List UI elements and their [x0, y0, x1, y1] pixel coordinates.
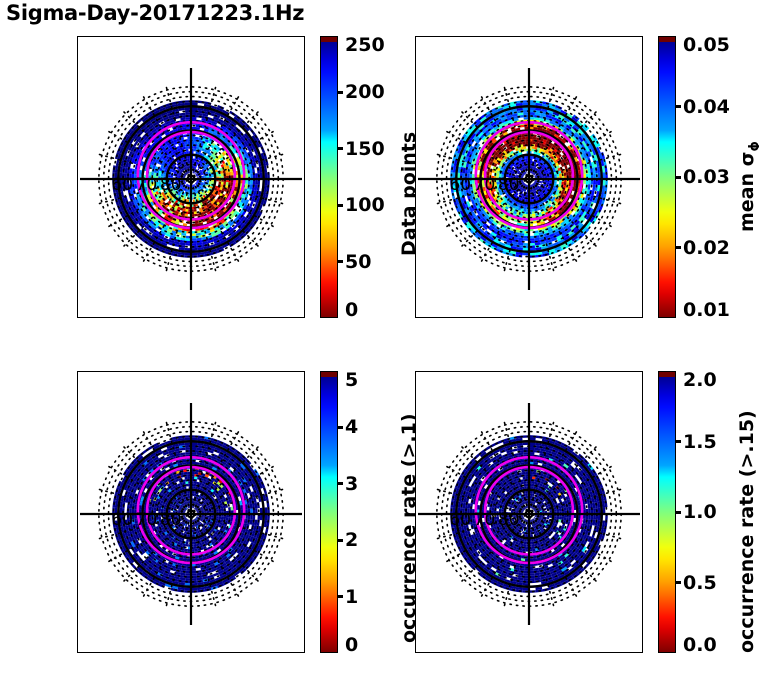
colorbar-data-points: 0 50 100 150 200 250 [320, 34, 385, 321]
colorbar-tick-label: 200 [345, 81, 385, 104]
latitude-tick-label-80: 80 [159, 175, 182, 195]
colorbar-tick [338, 482, 343, 486]
colorbar-occurrence-rate-p1: 0 1 2 3 4 5 [320, 369, 358, 656]
latitude-tick-label-70: 70 [135, 175, 158, 195]
noon-midnight-dawn-dusk-axes [418, 68, 640, 290]
colorbar-mean-sigma-phi: 0.01 0.02 0.03 0.04 0.05 [658, 34, 730, 321]
colorbar-title-mean-sigma-phi: mean σϕ [736, 141, 759, 232]
colorbar-tick-label: 1 [345, 585, 359, 608]
colorbar-tick [338, 90, 343, 94]
colorbar-tick-label: 0.04 [683, 95, 730, 118]
latitude-tick-label-60: 60 [449, 175, 472, 195]
page-title: Sigma-Day-20171223.1Hz [6, 1, 305, 25]
latitude-tick-label-70: 70 [135, 510, 158, 530]
colorbar-over-range-cap [321, 372, 337, 377]
colorbar-tick [676, 440, 681, 443]
colorbar-tick-label: 1.5 [683, 430, 717, 453]
colorbar-tick-label: 5 [345, 369, 359, 391]
panel-occurrence-rate-p15: 60 70 80 [415, 371, 643, 653]
panel-data-points: 60 70 80 [77, 36, 305, 318]
colorbar-tick-label: 0.01 [683, 299, 730, 321]
colorbar-tick [676, 175, 681, 179]
colorbar-gradient [320, 371, 338, 653]
panel-occurrence-rate-p1: 60 70 80 [77, 371, 305, 653]
colorbar-tick-label: 1.0 [683, 501, 717, 523]
colorbar-title-occurrence-rate-p15: occurrence rate (>.15) [736, 410, 758, 653]
colorbar-tick [676, 581, 681, 584]
colorbar-over-range-cap [659, 372, 675, 377]
colorbar-tick [338, 538, 343, 542]
polar-plot-mean-sigma-phi [418, 68, 640, 290]
panel-mean-sigma-phi: 60 70 80 [415, 36, 643, 318]
colorbar-tick-label: 0.5 [683, 571, 717, 594]
polar-plot-occurrence-rate-p1 [80, 403, 302, 625]
colorbar-over-range-cap [321, 37, 337, 42]
colorbar-occurrence-rate-p15: 0.0 0.5 1.0 1.5 2.0 [658, 369, 717, 656]
latitude-tick-label-60: 60 [111, 175, 134, 195]
colorbar-tick-label: 0 [345, 299, 359, 321]
colorbar-tick-label: 100 [345, 194, 385, 217]
colorbar-gradient [658, 36, 676, 318]
latitude-tick-label-60: 60 [449, 510, 472, 530]
polar-plot-occurrence-rate-p15 [418, 403, 640, 625]
latitude-tick-label-80: 80 [159, 510, 182, 530]
colorbar-tick-label: 0.05 [683, 34, 730, 56]
colorbar-tick-label: 2 [345, 529, 359, 552]
colorbar-tick [338, 425, 343, 429]
colorbar-title-base: mean σ [736, 151, 758, 232]
colorbar-tick-label: 0 [345, 634, 359, 656]
colorbar-over-range-cap [659, 37, 675, 42]
colorbar-tick-label: 0.03 [683, 166, 730, 188]
colorbar-tick-label: 250 [345, 34, 385, 56]
colorbar-tick [676, 510, 681, 514]
colorbar-title-subscript: ϕ [747, 141, 759, 151]
colorbar-tick-label: 2.0 [683, 369, 717, 391]
colorbar-tick-label: 0.02 [683, 236, 730, 259]
colorbar-tick-label: 150 [345, 137, 385, 160]
colorbar-tick-label: 4 [345, 416, 359, 439]
latitude-tick-label-80: 80 [497, 510, 520, 530]
noon-midnight-dawn-dusk-axes [80, 68, 302, 290]
colorbar-tick [338, 595, 343, 599]
colorbar-tick-label: 50 [345, 250, 372, 273]
colorbar-tick-label: 3 [345, 472, 359, 495]
colorbar-gradient [320, 36, 338, 318]
noon-midnight-dawn-dusk-axes [418, 403, 640, 625]
colorbar-gradient [658, 371, 676, 653]
colorbar-tick [338, 260, 343, 264]
latitude-tick-label-60: 60 [111, 510, 134, 530]
polar-plot-data-points [80, 68, 302, 290]
colorbar-tick [676, 105, 681, 108]
colorbar-tick [676, 246, 681, 249]
latitude-tick-label-80: 80 [497, 175, 520, 195]
colorbar-tick-label: 0.0 [683, 634, 717, 656]
colorbar-tick [338, 147, 343, 151]
latitude-tick-label-70: 70 [473, 510, 496, 530]
noon-midnight-dawn-dusk-axes [80, 403, 302, 625]
latitude-tick-label-70: 70 [473, 175, 496, 195]
colorbar-tick [338, 203, 343, 207]
